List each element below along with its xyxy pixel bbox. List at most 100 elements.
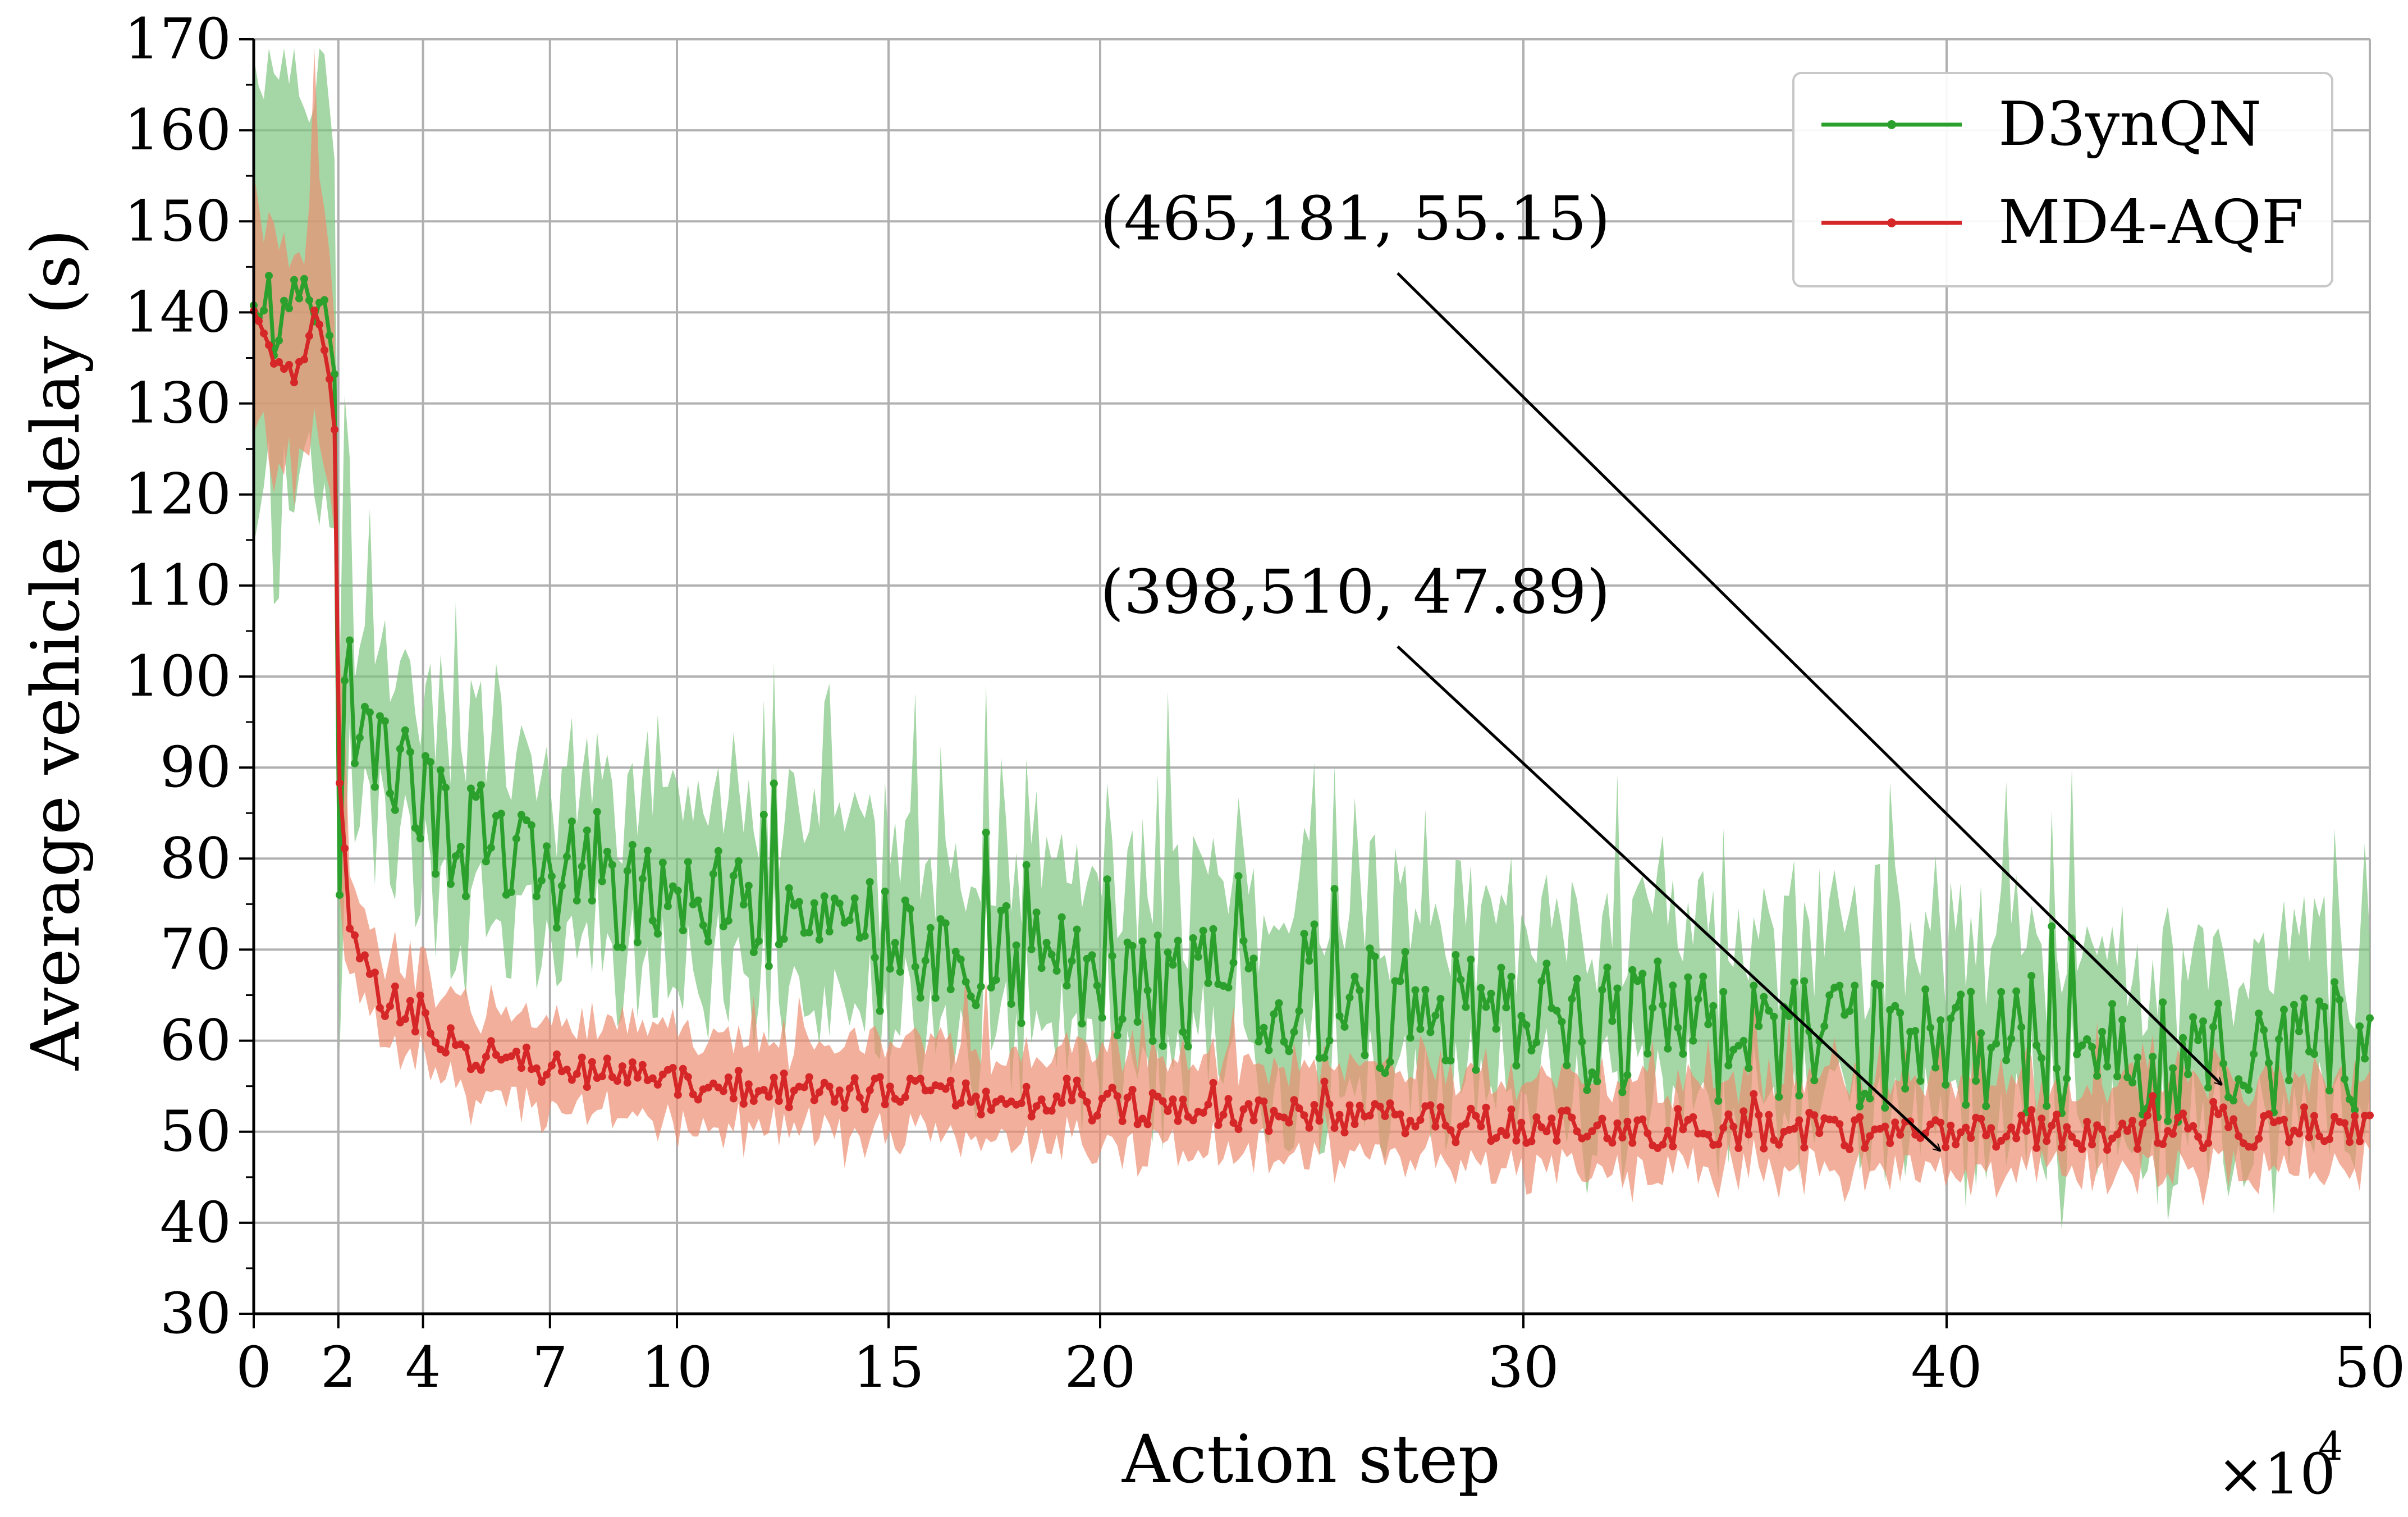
data-point-md4-aqf bbox=[1542, 1127, 1551, 1136]
data-point-md4-aqf bbox=[1704, 1131, 1713, 1139]
data-point-d3ynqn bbox=[2123, 1073, 2132, 1081]
data-point-d3ynqn bbox=[749, 948, 758, 957]
data-point-d3ynqn bbox=[1739, 1036, 1748, 1045]
data-point-d3ynqn bbox=[653, 930, 662, 938]
data-point-md4-aqf bbox=[1810, 1111, 1819, 1120]
data-point-d3ynqn bbox=[921, 957, 930, 965]
data-point-d3ynqn bbox=[764, 962, 773, 970]
data-point-d3ynqn bbox=[1027, 945, 1036, 953]
data-point-d3ynqn bbox=[1057, 913, 1066, 921]
data-point-d3ynqn bbox=[2043, 1102, 2051, 1111]
data-point-md4-aqf bbox=[850, 1074, 859, 1082]
data-point-md4-aqf bbox=[1815, 1129, 1824, 1137]
data-point-d3ynqn bbox=[461, 892, 470, 901]
data-point-d3ynqn bbox=[1977, 1029, 1985, 1038]
data-point-md4-aqf bbox=[1593, 1121, 1601, 1130]
data-point-md4-aqf bbox=[376, 1004, 384, 1012]
data-point-d3ynqn bbox=[1153, 931, 1162, 940]
data-point-d3ynqn bbox=[699, 921, 707, 929]
data-point-md4-aqf bbox=[603, 1054, 611, 1063]
data-point-d3ynqn bbox=[285, 304, 293, 313]
data-point-d3ynqn bbox=[1103, 875, 1111, 884]
data-point-md4-aqf bbox=[542, 1071, 551, 1079]
data-point-d3ynqn bbox=[1376, 1064, 1384, 1072]
data-point-d3ynqn bbox=[1229, 958, 1238, 967]
data-point-d3ynqn bbox=[2255, 1009, 2263, 1018]
data-point-md4-aqf bbox=[749, 1097, 758, 1105]
data-point-d3ynqn bbox=[2184, 1070, 2192, 1079]
data-point-d3ynqn bbox=[1689, 1036, 1697, 1045]
data-point-md4-aqf bbox=[1209, 1079, 1217, 1087]
data-point-d3ynqn bbox=[1138, 937, 1147, 945]
data-point-md4-aqf bbox=[2280, 1116, 2288, 1124]
data-point-md4-aqf bbox=[1739, 1107, 1748, 1116]
data-point-d3ynqn bbox=[1164, 948, 1172, 957]
data-point-d3ynqn bbox=[1861, 1089, 1869, 1098]
data-point-d3ynqn bbox=[2002, 1056, 2011, 1064]
data-point-md4-aqf bbox=[876, 1073, 884, 1081]
data-point-d3ynqn bbox=[1159, 1042, 1167, 1050]
data-point-d3ynqn bbox=[1047, 951, 1056, 959]
data-point-md4-aqf bbox=[1644, 1129, 1652, 1137]
data-point-d3ynqn bbox=[759, 811, 768, 819]
data-point-md4-aqf bbox=[1588, 1127, 1596, 1135]
data-point-d3ynqn bbox=[1022, 861, 1031, 869]
data-point-d3ynqn bbox=[2336, 995, 2343, 1004]
data-point-md4-aqf bbox=[653, 1081, 662, 1089]
data-point-md4-aqf bbox=[759, 1086, 768, 1094]
data-point-d3ynqn bbox=[2325, 1086, 2333, 1095]
data-point-d3ynqn bbox=[754, 937, 763, 945]
data-point-md4-aqf bbox=[1249, 1116, 1258, 1125]
y-tick-label: 100 bbox=[124, 643, 231, 709]
data-point-md4-aqf bbox=[1724, 1110, 1733, 1118]
data-point-d3ynqn bbox=[370, 783, 379, 791]
data-point-d3ynqn bbox=[795, 898, 803, 906]
data-point-d3ynqn bbox=[1290, 1028, 1298, 1036]
data-point-md4-aqf bbox=[1674, 1105, 1682, 1113]
data-point-d3ynqn bbox=[1356, 986, 1364, 995]
data-point-md4-aqf bbox=[1290, 1096, 1298, 1104]
y-tick-label: 130 bbox=[124, 371, 231, 436]
data-point-d3ynqn bbox=[2093, 1072, 2102, 1080]
data-point-d3ynqn bbox=[825, 927, 834, 936]
data-point-d3ynqn bbox=[1800, 977, 1809, 985]
x-tick-label: 0 bbox=[236, 1335, 272, 1400]
data-point-md4-aqf bbox=[618, 1062, 626, 1071]
y-tick-label: 140 bbox=[124, 279, 231, 345]
y-tick-label: 50 bbox=[160, 1099, 231, 1164]
data-point-d3ynqn bbox=[2078, 1041, 2086, 1050]
data-point-d3ynqn bbox=[1310, 920, 1319, 929]
data-point-d3ynqn bbox=[1795, 1091, 1803, 1100]
data-point-md4-aqf bbox=[1199, 1109, 1207, 1117]
data-point-d3ynqn bbox=[451, 852, 460, 860]
data-point-md4-aqf bbox=[2204, 1139, 2213, 1147]
data-point-d3ynqn bbox=[260, 307, 268, 314]
data-point-d3ynqn bbox=[1931, 1063, 1940, 1072]
data-point-md4-aqf bbox=[658, 1070, 667, 1079]
data-point-md4-aqf bbox=[1775, 1140, 1783, 1149]
data-point-md4-aqf bbox=[2078, 1145, 2086, 1153]
data-point-d3ynqn bbox=[1942, 1081, 1950, 1089]
data-point-d3ynqn bbox=[360, 702, 369, 711]
data-point-md4-aqf bbox=[679, 1064, 687, 1073]
data-point-d3ynqn bbox=[1487, 989, 1495, 998]
data-point-d3ynqn bbox=[951, 948, 960, 956]
data-point-md4-aqf bbox=[2179, 1109, 2187, 1118]
data-point-d3ynqn bbox=[1396, 977, 1404, 985]
data-point-md4-aqf bbox=[2053, 1111, 2061, 1119]
data-point-md4-aqf bbox=[477, 1066, 485, 1074]
data-point-d3ynqn bbox=[633, 938, 642, 947]
data-point-md4-aqf bbox=[1073, 1076, 1081, 1085]
data-point-d3ynqn bbox=[2164, 1117, 2172, 1125]
data-point-d3ynqn bbox=[2346, 1095, 2354, 1103]
data-point-md4-aqf bbox=[573, 1070, 581, 1078]
data-point-d3ynqn bbox=[2209, 1023, 2218, 1031]
data-point-d3ynqn bbox=[805, 928, 813, 936]
data-point-md4-aqf bbox=[260, 329, 268, 337]
data-point-md4-aqf bbox=[1093, 1112, 1101, 1120]
annotation-arrow bbox=[1397, 272, 2222, 1085]
y-tick-label: 120 bbox=[124, 462, 231, 527]
data-point-d3ynqn bbox=[1578, 1038, 1586, 1046]
data-point-d3ynqn bbox=[1623, 1071, 1632, 1079]
